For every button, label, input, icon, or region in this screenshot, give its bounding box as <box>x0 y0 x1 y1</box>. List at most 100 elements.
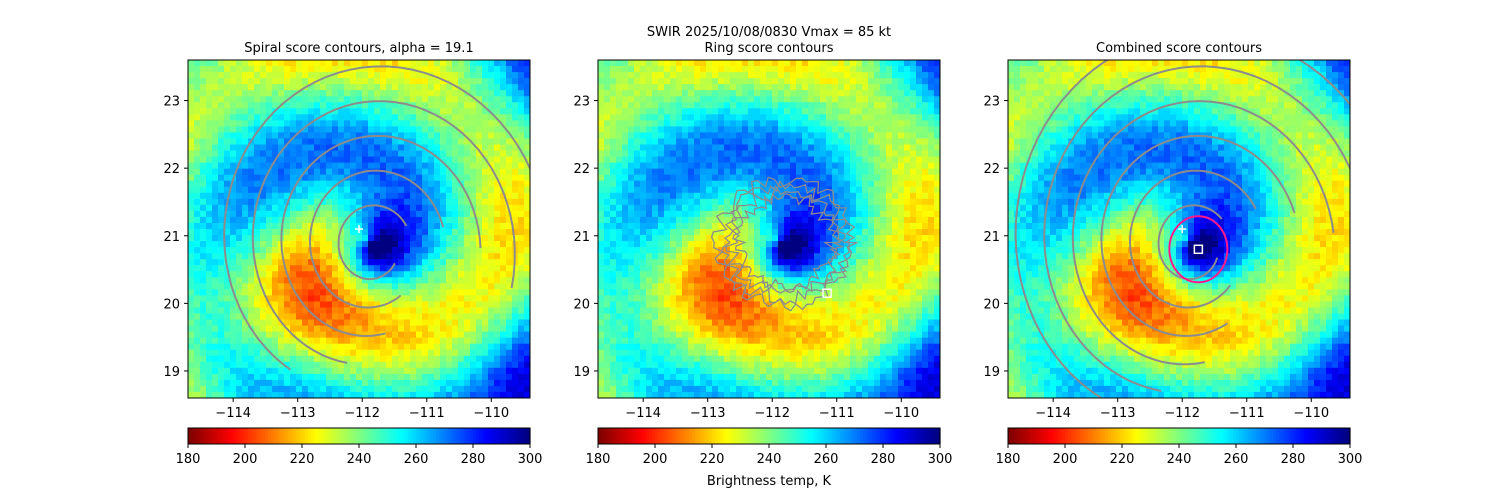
heatmap-cell <box>338 283 345 290</box>
heatmap-cell <box>332 277 339 284</box>
heatmap-cell <box>248 72 255 79</box>
heatmap-cell <box>476 204 483 212</box>
heatmap-cell <box>206 367 213 375</box>
heatmap-cell <box>682 307 689 315</box>
heatmap-cell <box>688 295 695 303</box>
heatmap-cell <box>350 120 357 127</box>
heatmap-cell <box>248 222 255 230</box>
heatmap-cell <box>224 343 231 351</box>
heatmap-cell <box>682 144 689 152</box>
heatmap-cell <box>748 295 755 303</box>
heatmap-cell <box>616 90 623 97</box>
heatmap-cell <box>640 337 647 345</box>
heatmap-cell <box>332 108 339 115</box>
heatmap-cell <box>500 114 507 121</box>
heatmap-cell <box>604 385 611 393</box>
heatmap-cell <box>224 247 231 254</box>
heatmap-cell <box>760 102 767 109</box>
heatmap-cell <box>188 283 195 290</box>
heatmap-cell <box>278 271 285 278</box>
heatmap-cell <box>290 367 297 375</box>
heatmap-cell <box>766 168 773 176</box>
heatmap-cell <box>616 126 623 134</box>
heatmap-cell <box>760 198 767 206</box>
heatmap-cell <box>724 210 731 218</box>
heatmap-cell <box>652 367 659 375</box>
heatmap-cell <box>736 307 743 315</box>
heatmap-cell <box>712 126 719 134</box>
heatmap-cell <box>598 307 605 315</box>
heatmap-cell <box>682 114 689 121</box>
heatmap-cell <box>248 367 255 375</box>
heatmap-cell <box>206 301 213 309</box>
heatmap-cell <box>518 60 525 67</box>
heatmap-cell <box>628 271 635 278</box>
heatmap-cell <box>688 198 695 206</box>
heatmap-cell <box>266 259 273 266</box>
heatmap-cell <box>260 132 267 140</box>
heatmap-cell <box>664 216 671 224</box>
heatmap-cell <box>748 337 755 345</box>
heatmap-cell <box>308 313 315 321</box>
heatmap-cell <box>356 66 363 73</box>
heatmap-cell <box>610 283 617 290</box>
heatmap-cell <box>658 271 665 278</box>
heatmap-cell <box>422 84 429 91</box>
heatmap-cell <box>302 66 309 73</box>
heatmap-cell <box>736 216 743 224</box>
heatmap-cell <box>374 349 381 357</box>
heatmap-cell <box>634 307 641 315</box>
heatmap-cell <box>724 120 731 127</box>
heatmap-cell <box>694 222 701 230</box>
heatmap-cell <box>296 102 303 109</box>
heatmap-cell <box>200 283 207 290</box>
heatmap-cell <box>380 343 387 351</box>
heatmap-cell <box>368 120 375 127</box>
heatmap-cell <box>598 90 605 97</box>
heatmap-cell <box>392 259 399 266</box>
heatmap-cell <box>446 78 453 85</box>
heatmap-cell <box>398 349 405 357</box>
heatmap-cell <box>494 90 501 97</box>
heatmap-cell <box>518 313 525 321</box>
heatmap-cell <box>676 295 683 303</box>
heatmap-cell <box>290 277 297 284</box>
heatmap-cell <box>640 186 647 194</box>
heatmap-cell <box>628 289 635 296</box>
heatmap-cell <box>398 331 405 339</box>
heatmap-cell <box>224 391 231 398</box>
heatmap-cell <box>416 283 423 290</box>
heatmap-cell <box>230 66 237 73</box>
heatmap-cell <box>296 247 303 254</box>
heatmap-cell <box>610 90 617 97</box>
heatmap-cell <box>700 180 707 188</box>
heatmap-cell <box>622 265 629 272</box>
heatmap-cell <box>610 229 617 236</box>
heatmap-cell <box>646 132 653 140</box>
heatmap-cell <box>404 373 411 381</box>
heatmap-cell <box>494 235 501 242</box>
heatmap-cell <box>368 78 375 85</box>
heatmap-cell <box>634 385 641 393</box>
heatmap-cell <box>610 391 617 398</box>
heatmap-cell <box>392 379 399 387</box>
heatmap-cell <box>374 265 381 272</box>
heatmap-cell <box>682 192 689 200</box>
heatmap-cell <box>634 367 641 375</box>
heatmap-cell <box>374 174 381 182</box>
heatmap-cell <box>428 126 435 134</box>
colorbar-segment <box>498 428 503 444</box>
heatmap-cell <box>500 283 507 290</box>
heatmap-cell <box>670 204 677 212</box>
heatmap-cell <box>446 60 453 67</box>
heatmap-cell <box>260 313 267 321</box>
heatmap-cell <box>266 373 273 381</box>
heatmap-cell <box>266 379 273 387</box>
heatmap-cell <box>266 289 273 296</box>
heatmap-cell <box>664 355 671 363</box>
heatmap-cell <box>308 379 315 387</box>
heatmap-cell <box>724 168 731 176</box>
heatmap-cell <box>272 144 279 152</box>
heatmap-cell <box>706 295 713 303</box>
heatmap-cell <box>344 216 351 224</box>
